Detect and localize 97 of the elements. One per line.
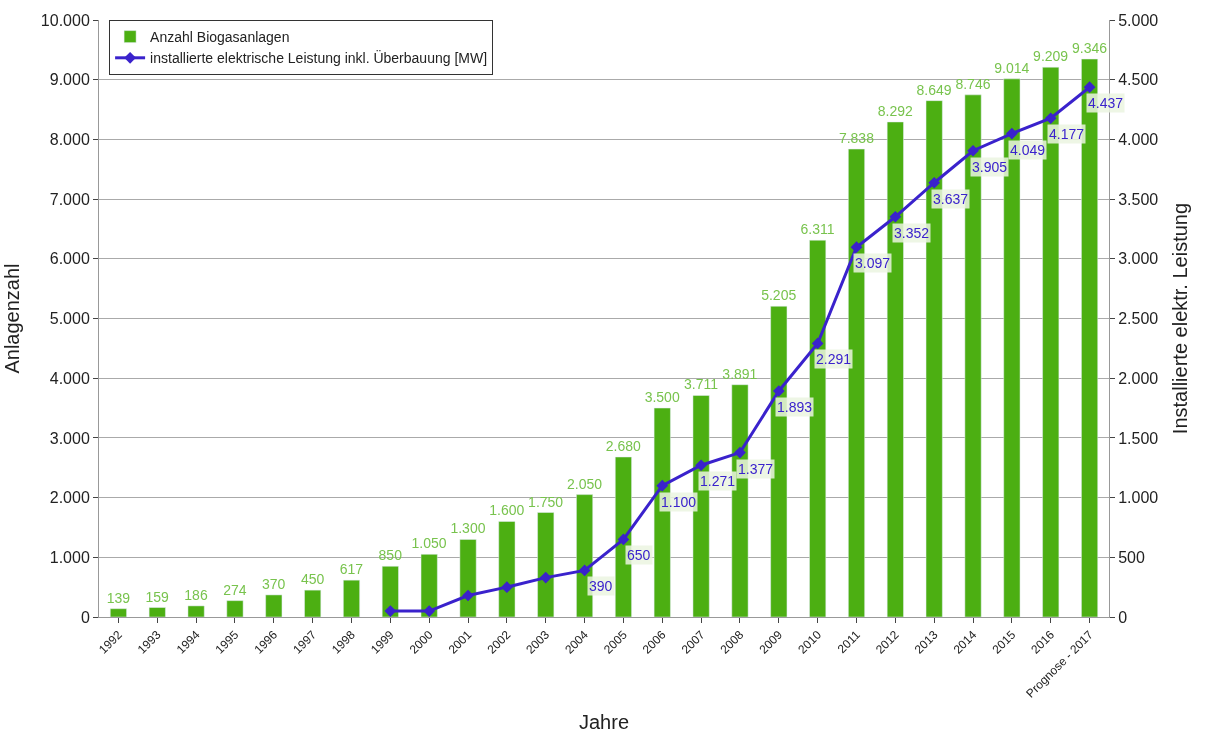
x-axis-title: Jahre [578,711,630,734]
y2-tick-label: 2.000 [1118,369,1159,387]
y2-tick-label: 1.500 [1118,429,1159,447]
point [928,176,941,189]
data-label: 3.891 [722,365,758,382]
data-label: 2.291 [816,351,852,367]
point [423,605,436,617]
data-label: 4.049 [1010,142,1046,158]
point [850,241,863,254]
data-label: 450 [300,571,325,588]
point [539,571,552,584]
data-label: 1.300 [450,520,486,537]
data-label: 7.838 [838,130,875,147]
data-label: 390 [589,578,613,594]
point [501,581,513,593]
y2-tick-label: 2.500 [1118,310,1159,328]
y-tick-label: 8.000 [49,131,90,148]
data-label: 186 [184,586,208,603]
data-label: 1.750 [528,493,564,510]
bar [459,539,477,617]
y-tick-label: 6.000 [49,250,90,268]
data-label: 9.346 [1071,40,1108,57]
data-label: 3.352 [894,225,930,241]
data-label: 370 [262,575,286,592]
data-label: 2.680 [605,438,642,454]
data-label: 8.746 [955,75,991,92]
bar [537,512,555,617]
data-label: 9.209 [1033,48,1069,65]
point [462,589,474,602]
y2-tick-label: 4.000 [1118,131,1159,148]
data-label: 4.177 [1049,126,1085,142]
legend-label: Anzahl Biogasanlagen [150,29,290,46]
data-label: 4.437 [1088,95,1124,111]
data-label: 6.311 [800,221,835,238]
y-tick-label: 10.000 [40,11,90,29]
point [1006,127,1018,140]
data-label: 1.600 [489,502,525,519]
point [1083,81,1096,94]
point [656,479,669,492]
bar [304,589,322,617]
bar [381,566,399,617]
y2-tick-label: 1.000 [1118,489,1159,507]
y-axis-title: Anlagenzahl [1,263,24,374]
point [617,533,630,546]
data-label: 1.050 [411,535,447,552]
y2-tick-label: 500 [1118,548,1145,566]
point [1044,112,1057,125]
y2-tick-label: 5.000 [1118,11,1159,29]
y2-axis-title: Installierte elektr. Leistung [1168,202,1191,435]
bar [187,605,205,617]
y-tick-label: 4.000 [49,369,90,387]
point [967,144,979,157]
data-label: 5.205 [761,287,797,304]
bar [110,608,127,617]
y2-tick-label: 0 [1118,608,1128,626]
point [889,210,902,223]
data-label: 3.711 [684,376,719,393]
y2-tick-label: 3.500 [1118,190,1159,208]
bar [420,554,438,617]
data-label: 139 [106,589,131,606]
point [772,385,785,397]
y-tick-label: 3.000 [49,429,90,447]
point [734,446,746,459]
data-label: 3.097 [855,255,891,271]
legend-label: installierte elektrische Leistung inkl. Überbauung [MW] [150,49,488,67]
data-label: 159 [145,588,170,605]
y2-tick-label: 3.000 [1118,250,1159,268]
data-label: 850 [378,547,403,564]
data-label: 3.500 [644,389,680,406]
bar [148,607,166,617]
y2-tick-label: 4.500 [1118,71,1159,89]
data-label: 1.377 [738,461,774,477]
bar [343,579,360,617]
bar [265,594,283,617]
y-tick-label: 5.000 [49,310,90,328]
data-label: 1.100 [661,494,697,510]
bar [498,521,516,617]
bar [226,600,244,617]
y-tick-label: 9.000 [49,71,90,89]
y-tick-label: 2.000 [49,489,90,507]
data-label: 617 [339,561,364,578]
point [578,564,591,577]
data-label: 9.014 [994,59,1030,76]
data-label: 1.893 [777,399,813,415]
data-label: 274 [223,581,247,598]
data-label: 3.905 [972,159,1008,175]
data-label: 1.271 [700,473,736,489]
data-label: 3.637 [933,191,969,207]
data-label: 2.050 [566,475,603,492]
point [811,337,824,350]
point [695,459,707,472]
data-label: 8.649 [916,81,952,98]
y-tick-label: 7.000 [49,190,90,208]
data-label: 8.292 [877,102,913,119]
y-tick-label: 1.000 [49,548,90,566]
data-label: 650 [627,547,651,563]
y-tick-label: 0 [80,608,90,626]
